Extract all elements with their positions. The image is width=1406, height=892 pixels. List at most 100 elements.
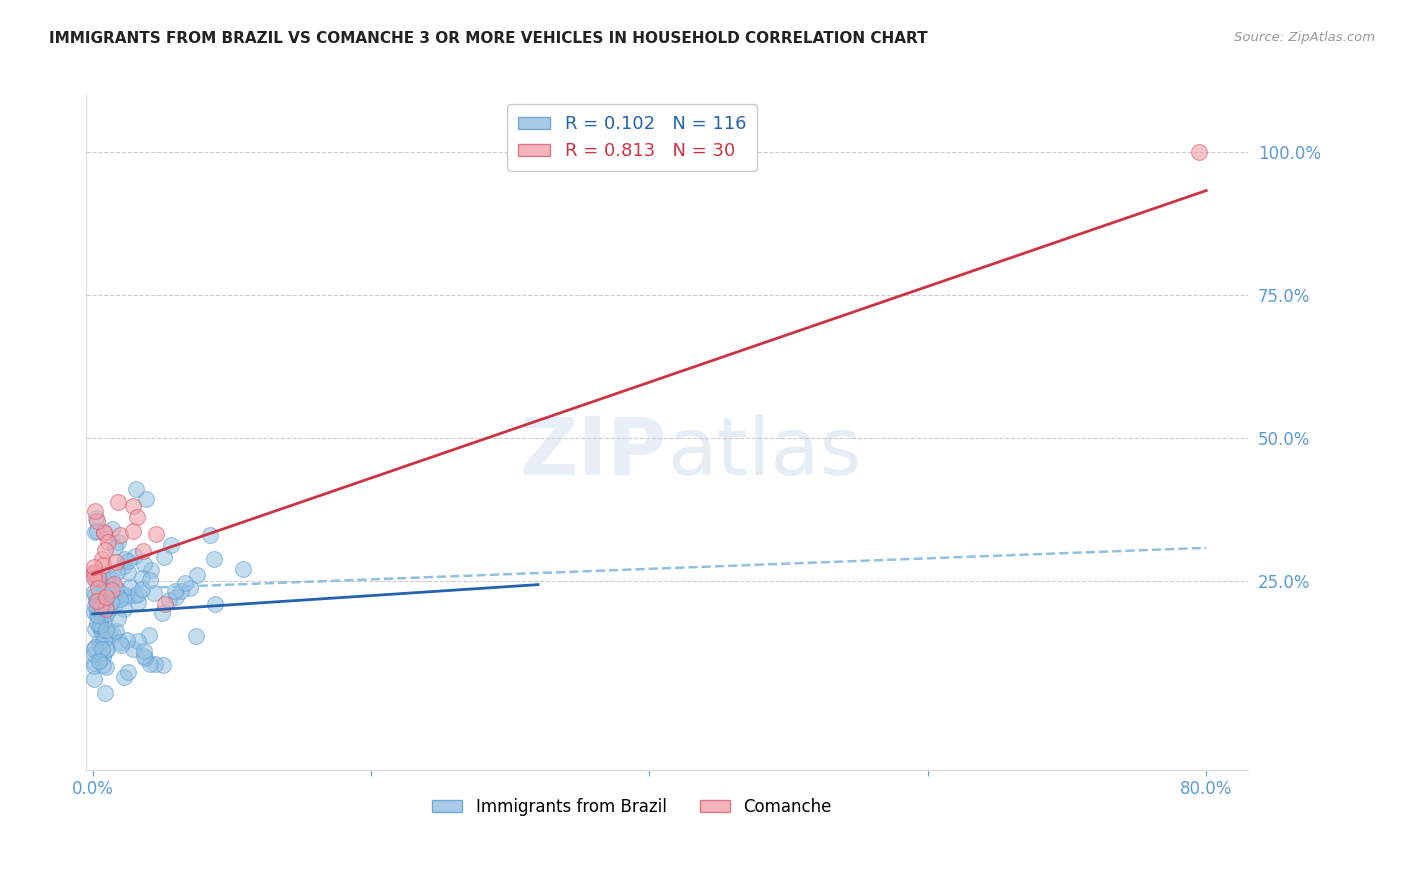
Point (89, 613, 111, 627)
Point (90, 623, 112, 637)
Point (86, 524, 108, 538)
Point (89, 619, 111, 633)
Point (145, 527, 167, 541)
Point (86, 593, 108, 607)
Point (139, 573, 162, 587)
Point (93, 633, 115, 648)
Point (165, 583, 187, 598)
Point (134, 650, 156, 665)
Point (89, 618, 111, 632)
Point (132, 644, 155, 658)
Point (97, 604, 120, 618)
Point (100, 583, 122, 598)
Point (83, 656, 105, 670)
Point (93, 591, 115, 606)
Point (184, 629, 207, 643)
Point (160, 538, 183, 552)
Point (103, 577, 125, 591)
Point (97, 626, 120, 640)
Point (127, 587, 149, 601)
Point (108, 635, 131, 649)
Point (143, 657, 166, 671)
Point (186, 567, 208, 582)
Point (114, 551, 136, 566)
Point (108, 591, 131, 606)
Point (127, 510, 149, 524)
Point (117, 665, 139, 680)
Point (153, 549, 176, 564)
Point (94, 579, 117, 593)
Point (150, 606, 173, 620)
Point (90, 642, 112, 657)
Text: Source: ZipAtlas.com: Source: ZipAtlas.com (1234, 31, 1375, 45)
Point (93, 596, 115, 610)
Point (83, 571, 105, 585)
Point (143, 585, 166, 599)
Point (86, 514, 108, 528)
Point (87, 608, 110, 623)
Point (165, 590, 187, 604)
Point (107, 535, 129, 549)
Point (94, 611, 117, 625)
Point (91, 558, 114, 573)
Point (83, 641, 105, 656)
Point (105, 624, 128, 638)
Point (179, 581, 201, 595)
Point (97, 534, 120, 549)
Point (141, 563, 163, 577)
Point (84, 588, 107, 602)
Point (87, 635, 110, 649)
Point (157, 593, 180, 607)
Point (125, 483, 148, 497)
Point (94, 607, 117, 621)
Point (139, 657, 162, 671)
Point (89, 571, 111, 585)
Point (87, 592, 110, 607)
Point (101, 522, 124, 536)
Point (124, 588, 146, 602)
Point (89, 576, 111, 591)
Point (170, 584, 193, 599)
Point (97, 589, 120, 603)
Point (105, 566, 128, 580)
Point (112, 559, 135, 574)
Point (132, 648, 155, 663)
Point (96, 660, 118, 674)
Point (115, 632, 138, 647)
Point (91, 657, 114, 672)
Point (86, 616, 108, 631)
Point (1188, 145, 1211, 160)
Point (83, 672, 105, 686)
Text: atlas: atlas (666, 414, 862, 491)
Point (107, 589, 129, 603)
Point (100, 595, 122, 609)
Point (83, 658, 105, 673)
Point (132, 557, 155, 571)
Point (83, 622, 105, 636)
Point (94, 601, 117, 615)
Point (87, 573, 110, 587)
Point (89, 639, 111, 653)
Point (94, 643, 117, 657)
Point (87, 654, 110, 668)
Point (117, 554, 139, 568)
Point (131, 571, 153, 585)
Point (93, 601, 115, 615)
Point (84, 525, 107, 540)
Point (84, 599, 107, 613)
Point (121, 524, 143, 538)
Point (198, 527, 221, 541)
Point (97, 568, 120, 582)
Point (84, 511, 107, 525)
Point (110, 638, 132, 652)
Point (138, 628, 160, 642)
Point (127, 594, 149, 608)
Text: IMMIGRANTS FROM BRAZIL VS COMANCHE 3 OR MORE VEHICLES IN HOUSEHOLD CORRELATION C: IMMIGRANTS FROM BRAZIL VS COMANCHE 3 OR … (49, 31, 928, 46)
Point (86, 600, 108, 615)
Point (104, 555, 127, 569)
Point (84, 504, 107, 518)
Point (83, 566, 105, 580)
Point (86, 608, 108, 623)
Point (96, 589, 118, 603)
Point (83, 560, 105, 574)
